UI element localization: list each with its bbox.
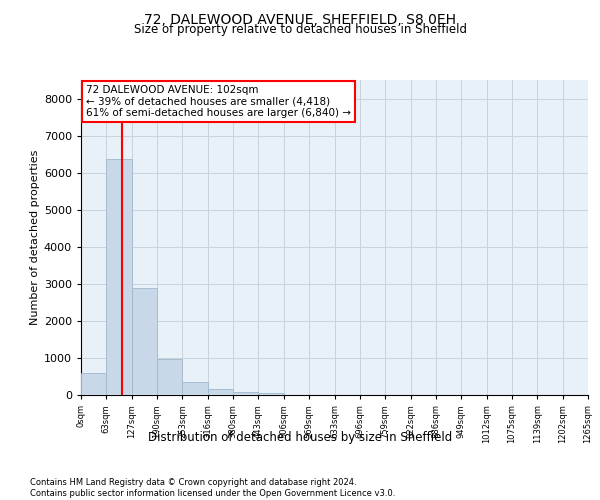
Text: Distribution of detached houses by size in Sheffield: Distribution of detached houses by size …: [148, 431, 452, 444]
Text: 72 DALEWOOD AVENUE: 102sqm
← 39% of detached houses are smaller (4,418)
61% of s: 72 DALEWOOD AVENUE: 102sqm ← 39% of deta…: [86, 84, 351, 118]
Bar: [182, 382, 208, 395]
Bar: [208, 390, 233, 395]
Bar: [132, 288, 157, 395]
Bar: [233, 392, 259, 395]
Bar: [259, 393, 284, 395]
Bar: [157, 360, 182, 395]
Text: 72, DALEWOOD AVENUE, SHEFFIELD, S8 0EH: 72, DALEWOOD AVENUE, SHEFFIELD, S8 0EH: [144, 12, 456, 26]
Y-axis label: Number of detached properties: Number of detached properties: [29, 150, 40, 325]
Bar: [106, 158, 132, 395]
Text: Contains HM Land Registry data © Crown copyright and database right 2024.
Contai: Contains HM Land Registry data © Crown c…: [30, 478, 395, 498]
Bar: [81, 373, 106, 395]
Text: Size of property relative to detached houses in Sheffield: Size of property relative to detached ho…: [133, 22, 467, 36]
